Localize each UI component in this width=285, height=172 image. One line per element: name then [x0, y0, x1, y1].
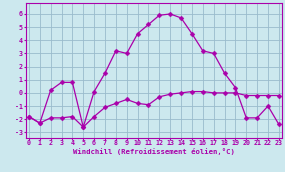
X-axis label: Windchill (Refroidissement éolien,°C): Windchill (Refroidissement éolien,°C): [73, 148, 235, 155]
